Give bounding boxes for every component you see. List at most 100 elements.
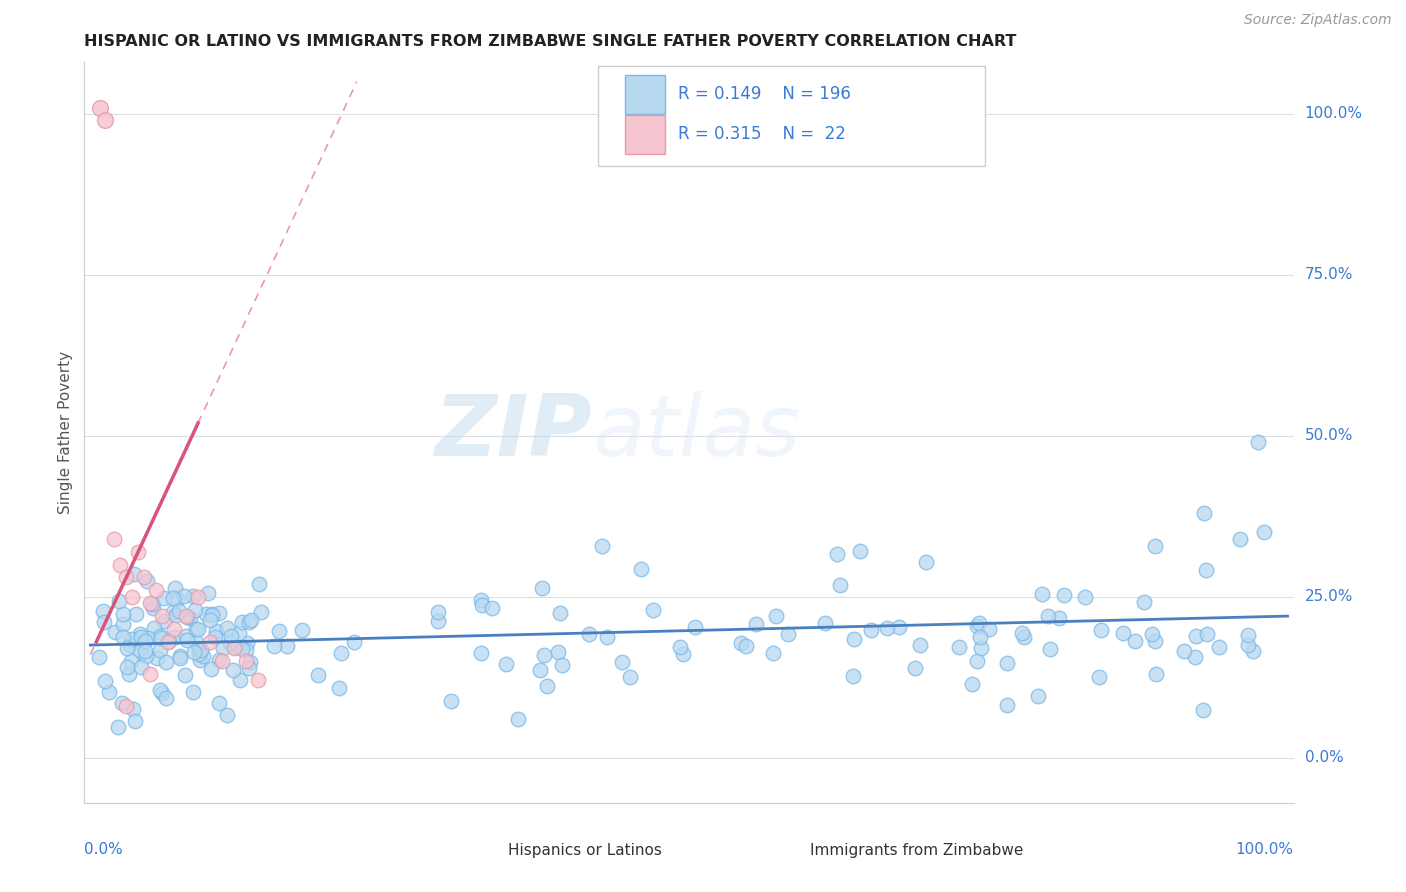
- Text: 75.0%: 75.0%: [1305, 268, 1353, 283]
- Point: [263, 639, 285, 653]
- Point: [997, 656, 1019, 670]
- Point: [235, 642, 257, 657]
- Point: [578, 626, 600, 640]
- Point: [149, 683, 172, 698]
- Point: [135, 648, 157, 663]
- Point: [111, 607, 134, 622]
- Point: [481, 601, 503, 615]
- Point: [134, 570, 156, 584]
- Point: [427, 614, 450, 628]
- Point: [330, 646, 353, 660]
- Point: [111, 630, 134, 644]
- Point: [969, 630, 991, 644]
- Point: [211, 641, 233, 656]
- Point: [169, 651, 191, 665]
- Point: [142, 601, 165, 615]
- Point: [149, 643, 172, 657]
- Point: [94, 673, 117, 688]
- Point: [129, 660, 152, 674]
- Point: [1039, 641, 1062, 656]
- Point: [1123, 633, 1146, 648]
- Point: [107, 720, 129, 734]
- Point: [176, 610, 198, 624]
- Point: [841, 669, 863, 683]
- Point: [215, 621, 238, 635]
- Point: [166, 591, 188, 606]
- Point: [174, 609, 197, 624]
- Point: [127, 545, 149, 559]
- Point: [1184, 650, 1206, 665]
- Point: [1241, 644, 1264, 658]
- Point: [211, 654, 233, 668]
- Point: [908, 638, 931, 652]
- Point: [174, 629, 197, 643]
- Point: [904, 661, 927, 675]
- Point: [157, 634, 180, 648]
- Point: [208, 653, 231, 667]
- Point: [825, 547, 848, 561]
- Point: [238, 661, 260, 675]
- Point: [110, 558, 132, 572]
- Point: [152, 686, 174, 700]
- Point: [550, 658, 572, 673]
- Point: [201, 607, 224, 621]
- Point: [165, 630, 187, 644]
- Point: [276, 640, 298, 654]
- Point: [179, 610, 201, 624]
- Point: [960, 677, 983, 691]
- FancyBboxPatch shape: [755, 836, 801, 864]
- Point: [619, 670, 641, 684]
- Point: [188, 652, 211, 666]
- Point: [231, 615, 253, 629]
- Point: [776, 627, 799, 641]
- Point: [470, 593, 492, 607]
- Point: [250, 606, 273, 620]
- Point: [224, 640, 246, 655]
- Point: [228, 626, 250, 640]
- Point: [139, 596, 162, 610]
- Point: [201, 608, 224, 623]
- Point: [208, 606, 231, 620]
- Point: [529, 663, 551, 677]
- FancyBboxPatch shape: [453, 836, 499, 864]
- Point: [683, 620, 706, 634]
- Point: [970, 640, 993, 655]
- Point: [141, 597, 163, 611]
- Text: 50.0%: 50.0%: [1305, 428, 1353, 443]
- Point: [188, 648, 211, 662]
- Point: [111, 696, 134, 710]
- Point: [533, 648, 555, 663]
- FancyBboxPatch shape: [599, 66, 986, 166]
- Point: [814, 615, 837, 630]
- Point: [162, 591, 184, 606]
- Text: 0.0%: 0.0%: [1305, 750, 1343, 765]
- Point: [150, 609, 173, 624]
- Point: [307, 667, 329, 681]
- Point: [671, 647, 693, 661]
- Point: [184, 622, 207, 636]
- Point: [155, 690, 177, 705]
- Point: [238, 615, 260, 630]
- Point: [115, 699, 138, 714]
- Point: [343, 635, 366, 649]
- Point: [121, 654, 143, 668]
- Point: [239, 613, 262, 627]
- Point: [1053, 589, 1076, 603]
- Point: [87, 650, 110, 665]
- Point: [187, 622, 209, 636]
- Point: [125, 607, 148, 621]
- Text: 100.0%: 100.0%: [1236, 842, 1294, 856]
- Point: [1074, 590, 1097, 604]
- Point: [1208, 640, 1230, 655]
- Point: [1173, 644, 1195, 658]
- Point: [157, 635, 180, 649]
- Point: [215, 707, 238, 722]
- Point: [995, 698, 1018, 713]
- Point: [1090, 623, 1112, 637]
- Point: [115, 570, 138, 584]
- Point: [1195, 626, 1218, 640]
- Point: [547, 645, 569, 659]
- FancyBboxPatch shape: [624, 75, 665, 113]
- Point: [471, 598, 494, 612]
- Point: [165, 581, 187, 595]
